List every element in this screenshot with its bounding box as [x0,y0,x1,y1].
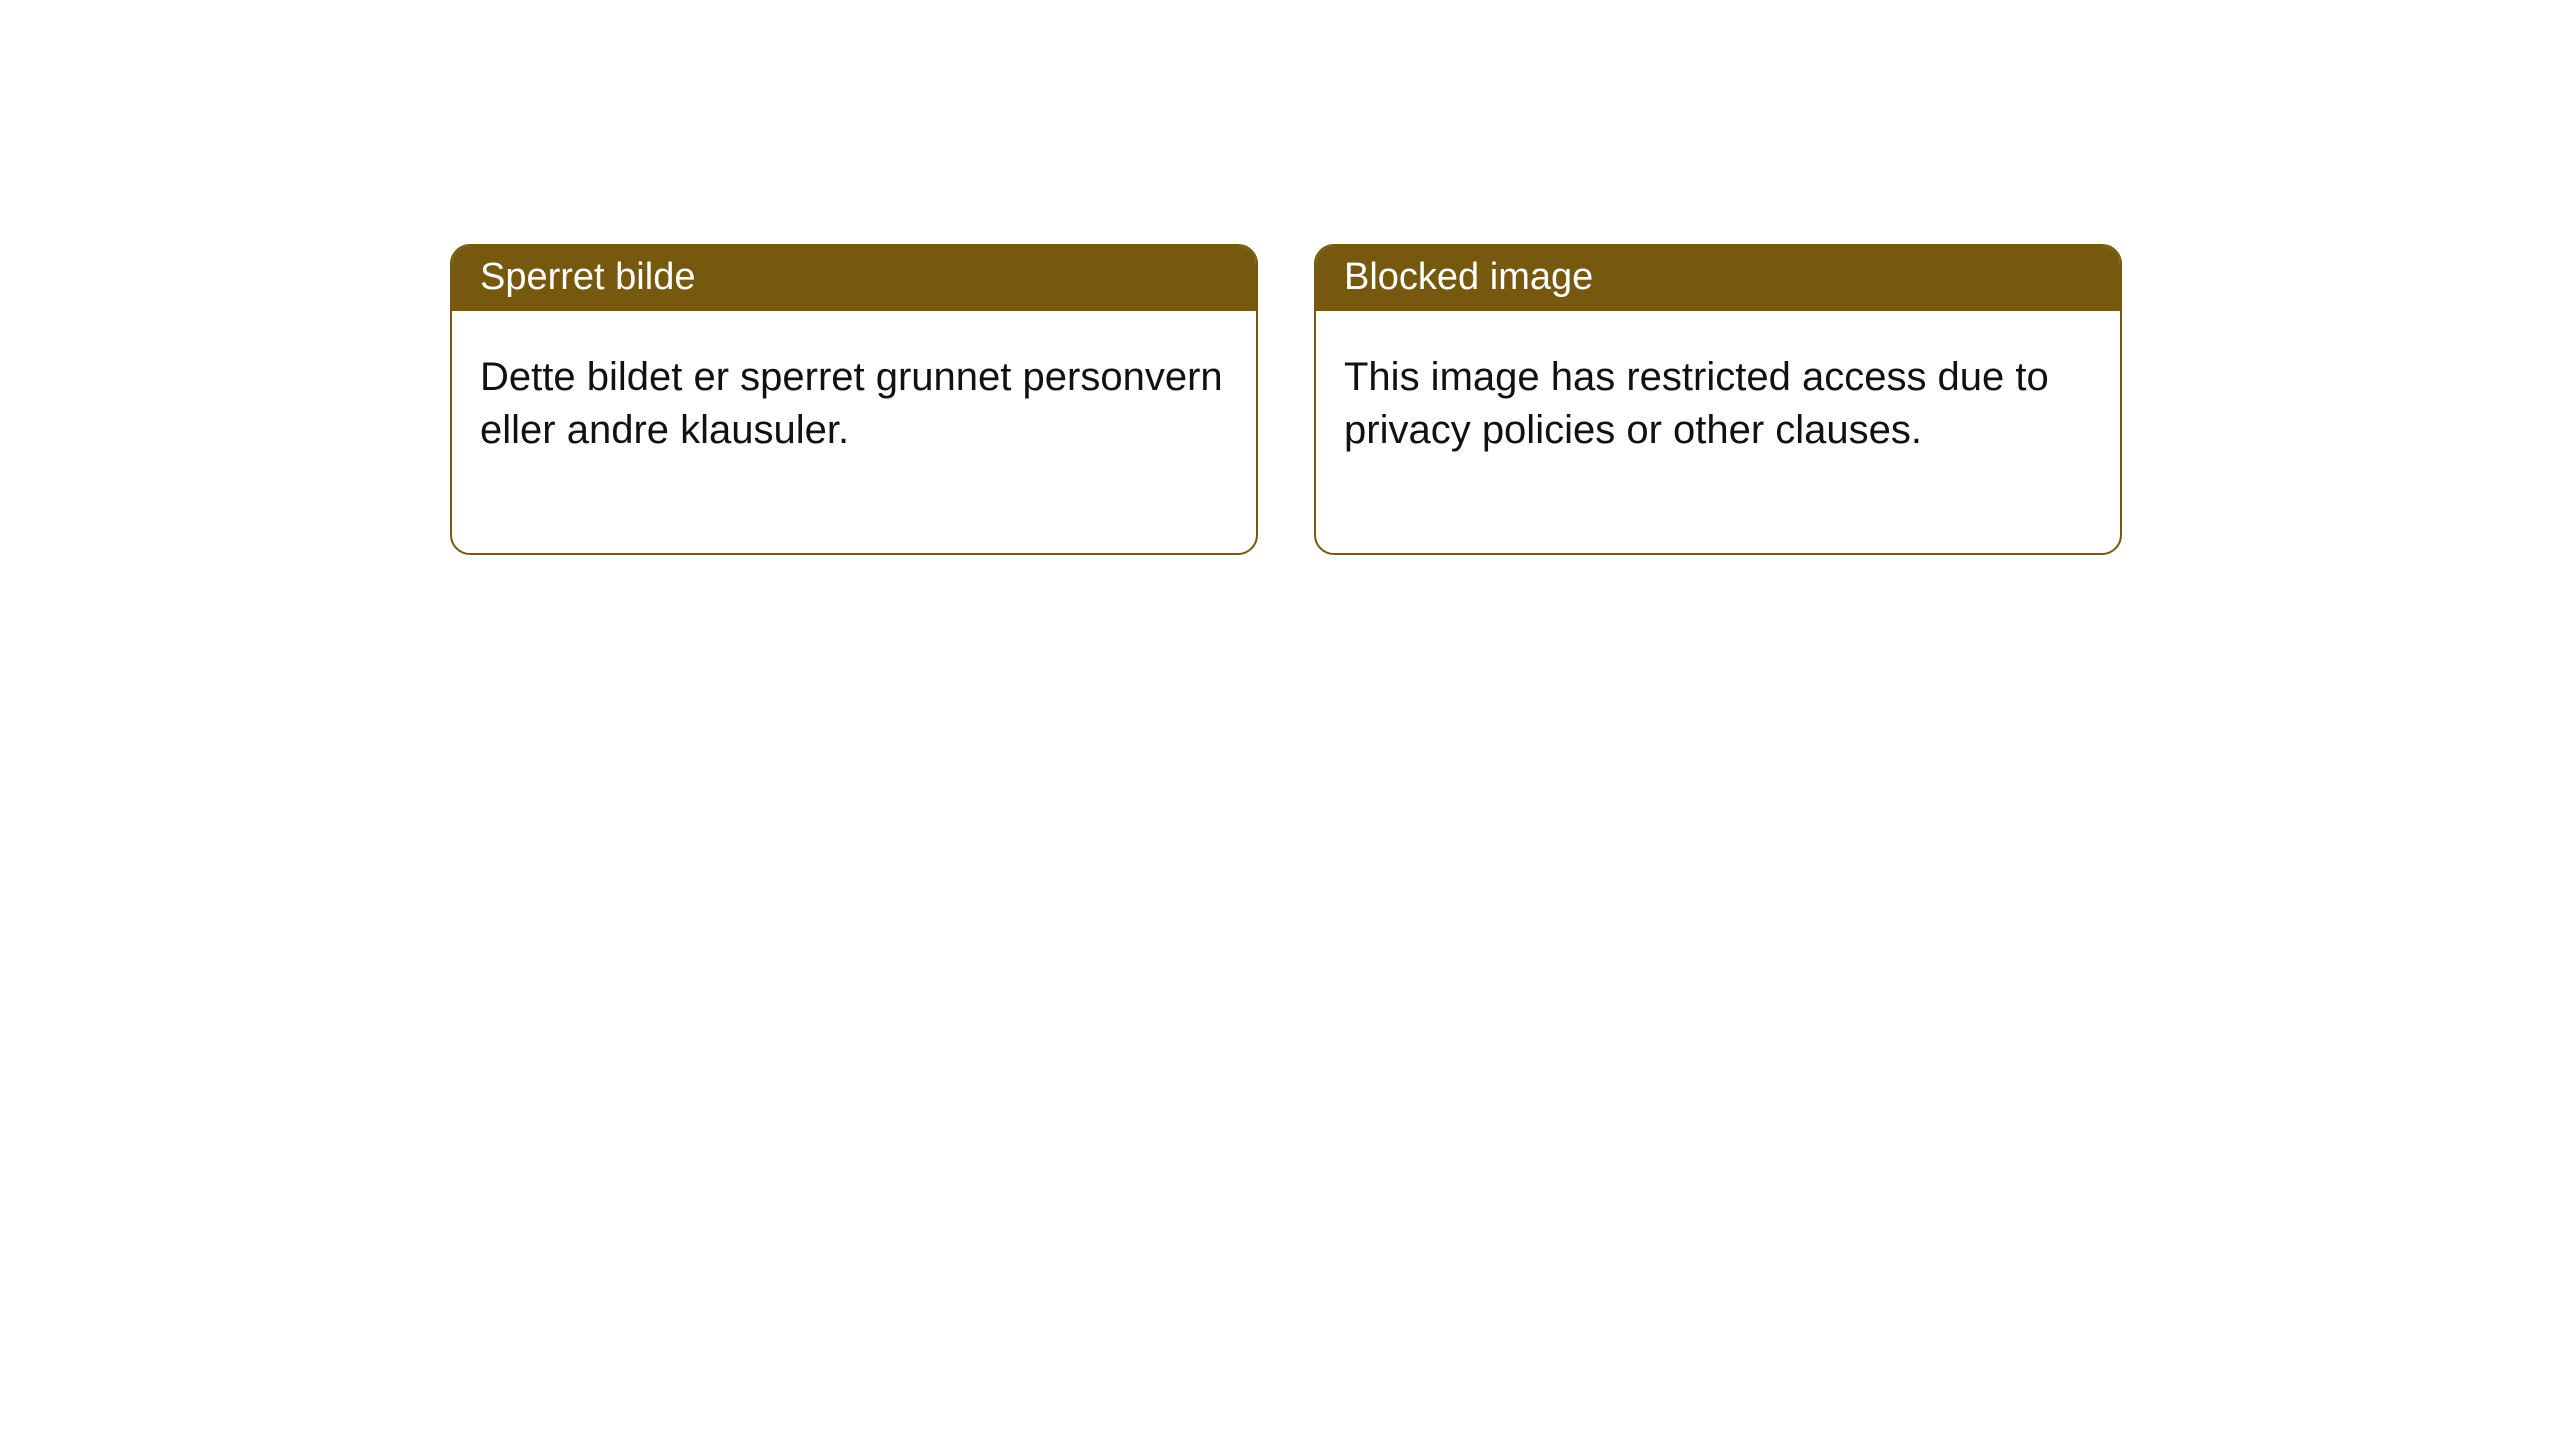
blocked-image-card-english: Blocked image This image has restricted … [1314,244,2122,555]
card-title-english: Blocked image [1316,246,2120,311]
card-body-english: This image has restricted access due to … [1316,311,2120,553]
card-body-norwegian: Dette bildet er sperret grunnet personve… [452,311,1256,553]
notice-cards-container: Sperret bilde Dette bildet er sperret gr… [0,0,2560,555]
card-title-norwegian: Sperret bilde [452,246,1256,311]
blocked-image-card-norwegian: Sperret bilde Dette bildet er sperret gr… [450,244,1258,555]
